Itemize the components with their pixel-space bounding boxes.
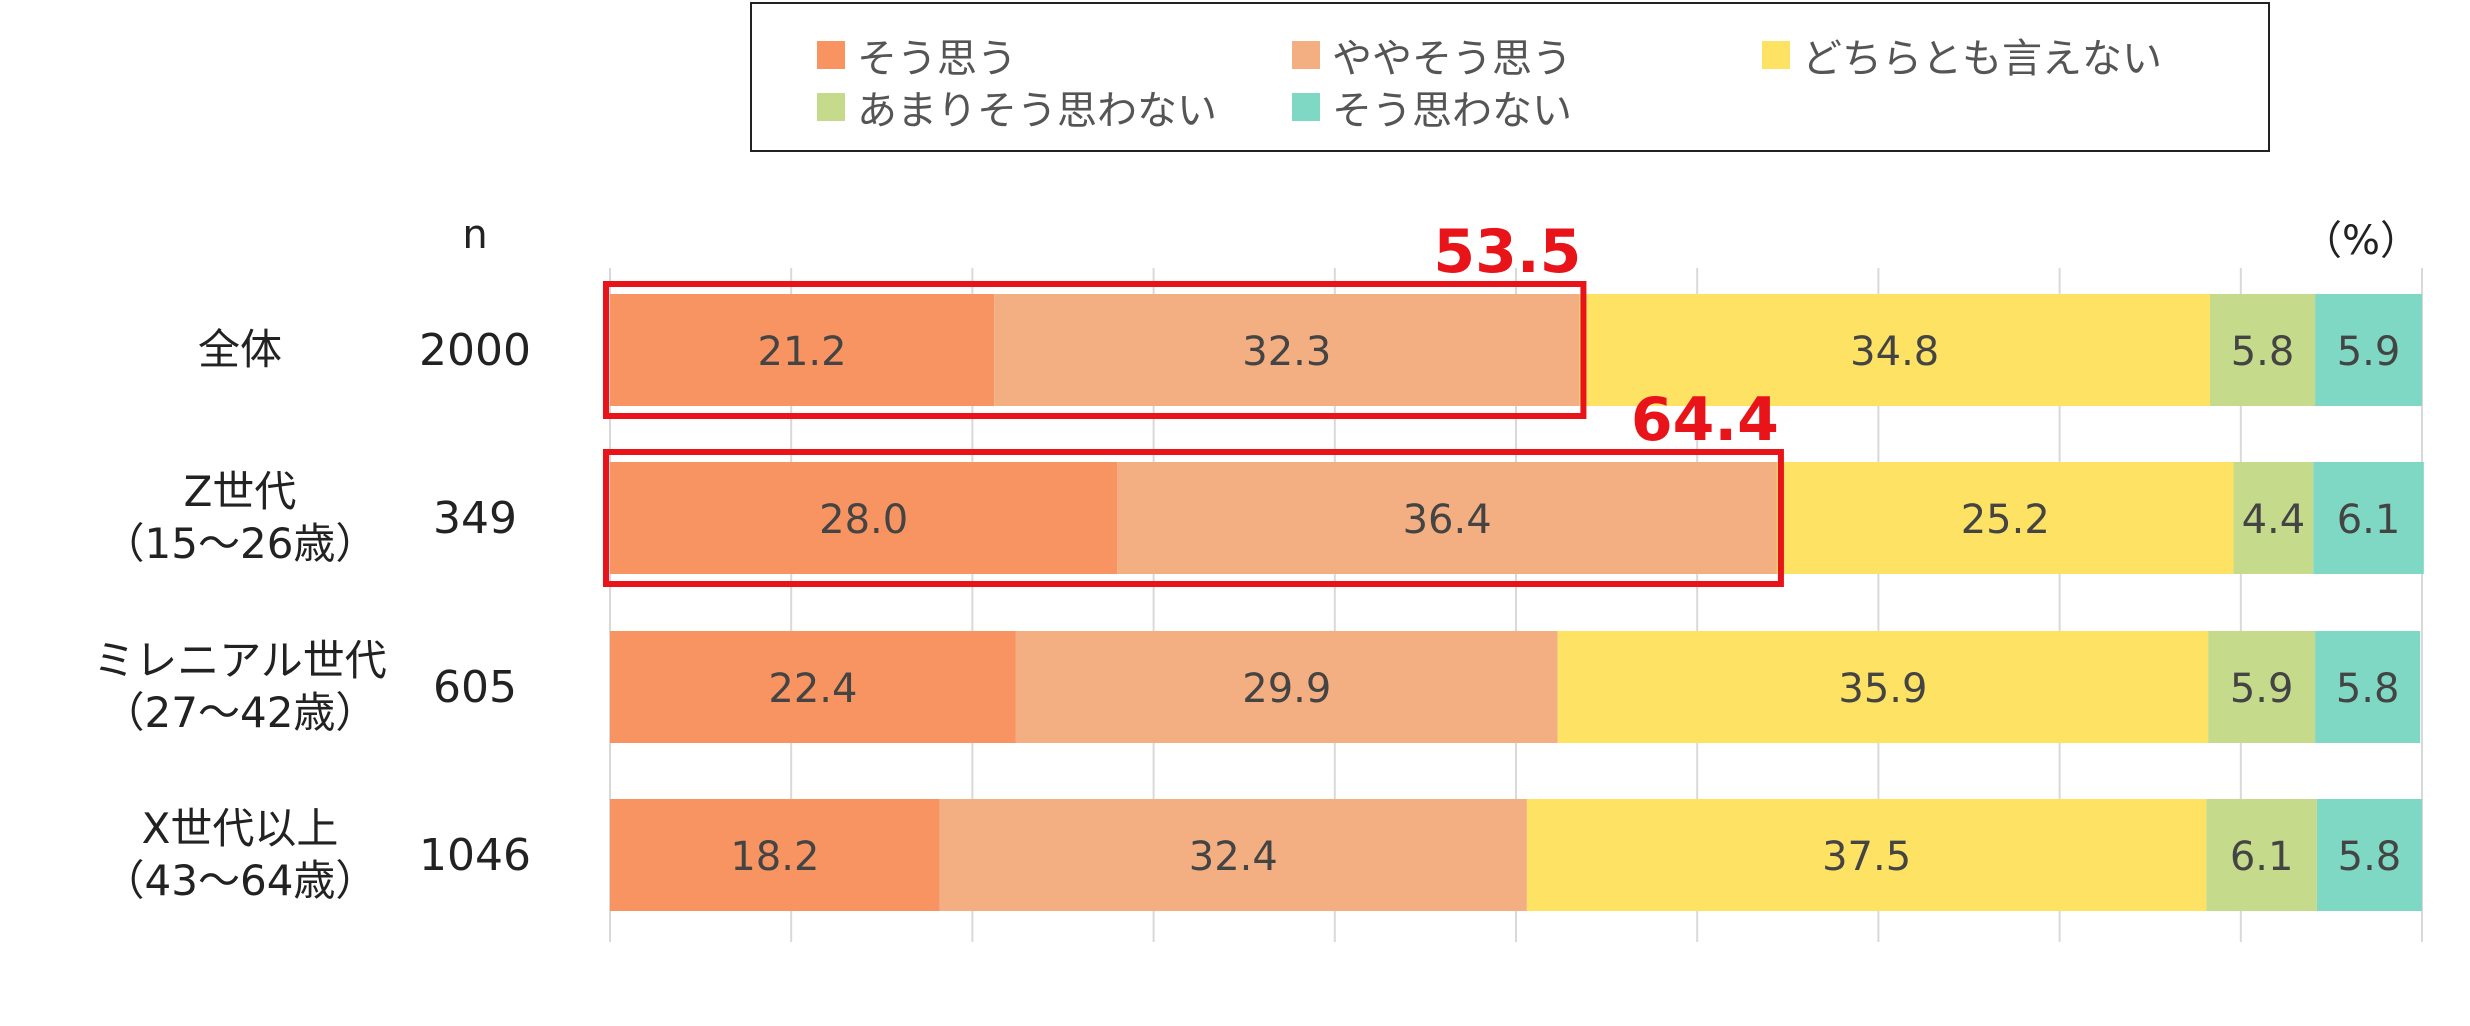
data-label: 28.0 — [819, 497, 908, 543]
n-value: 349 — [433, 493, 517, 544]
legend-item: どちらとも言えない — [1762, 30, 2162, 82]
bar-segment — [1117, 462, 1777, 574]
legend-label: そう思う — [857, 36, 1017, 82]
legend-swatch — [1762, 41, 1790, 69]
bar-segment — [1526, 799, 2207, 911]
data-label: 18.2 — [730, 834, 819, 880]
legend: そう思う ややそう思う どちらとも言えない あまりそう思わない そう思わない — [750, 2, 2270, 152]
bar-segment — [610, 631, 1016, 743]
category-label: （15〜26歳） — [103, 519, 378, 568]
data-label: 4.4 — [2242, 497, 2306, 543]
n-value: 2000 — [419, 325, 531, 376]
legend-swatch — [817, 93, 845, 121]
category-label: （43〜64歳） — [103, 856, 378, 905]
legend-label: あまりそう思わない — [857, 88, 1217, 134]
legend-item: そう思う — [817, 30, 1017, 82]
highlight-box — [603, 281, 1587, 419]
data-label: 5.8 — [2338, 834, 2402, 880]
bar-segment — [2209, 294, 2316, 406]
bar-segment — [2315, 294, 2422, 406]
legend-swatch — [1292, 93, 1320, 121]
legend-item: あまりそう思わない — [817, 82, 1217, 134]
data-label: 21.2 — [758, 329, 847, 375]
category-label: Z世代 — [184, 467, 297, 516]
legend-swatch — [1292, 41, 1320, 69]
annotation-total: 64.4 — [1631, 385, 1779, 455]
annotation-total: 53.5 — [1433, 217, 1581, 287]
data-label: 6.1 — [2230, 834, 2294, 880]
data-label: 37.5 — [1822, 834, 1911, 880]
bar-segment — [939, 799, 1527, 911]
bar-segment — [610, 799, 940, 911]
category-label: X世代以上 — [142, 804, 339, 853]
legend-item: ややそう思う — [1292, 30, 1572, 82]
bar-segment — [2313, 462, 2424, 574]
bar-segment — [610, 462, 1118, 574]
bar-segment — [1776, 462, 2234, 574]
unit-label: （%） — [2302, 218, 2420, 264]
data-label: 5.9 — [2337, 329, 2401, 375]
category-label: （27〜42歳） — [103, 688, 378, 737]
bar-segment — [2208, 631, 2316, 743]
data-label: 35.9 — [1838, 666, 1927, 712]
bar-segment — [610, 294, 995, 406]
data-label: 5.9 — [2230, 666, 2294, 712]
bar-segment — [1579, 294, 2210, 406]
bar-segment — [1557, 631, 2209, 743]
bar-segment — [1015, 631, 1558, 743]
n-value: 605 — [433, 662, 517, 713]
bar-segment — [2316, 799, 2422, 911]
n-header: n — [462, 212, 487, 258]
legend-label: どちらとも言えない — [1802, 36, 2162, 82]
data-label: 5.8 — [2336, 666, 2400, 712]
data-label: 29.9 — [1242, 666, 1331, 712]
data-label: 36.4 — [1403, 497, 1492, 543]
legend-item: そう思わない — [1292, 82, 1572, 134]
bar-segment — [2315, 631, 2421, 743]
category-label: 全体 — [198, 325, 282, 374]
legend-label: ややそう思う — [1332, 36, 1572, 82]
bar-segment — [2206, 799, 2317, 911]
bar-segment — [994, 294, 1580, 406]
data-label: 6.1 — [2337, 497, 2401, 543]
data-label: 32.4 — [1189, 834, 1278, 880]
data-label: 34.8 — [1850, 329, 1939, 375]
legend-label: そう思わない — [1332, 88, 1572, 134]
data-label: 32.3 — [1242, 329, 1331, 375]
legend-swatch — [817, 41, 845, 69]
category-label: ミレニアル世代 — [93, 636, 387, 685]
n-value: 1046 — [419, 830, 531, 881]
data-label: 25.2 — [1961, 497, 2050, 543]
data-label: 5.8 — [2231, 329, 2295, 375]
highlight-box — [603, 449, 1784, 587]
data-label: 22.4 — [768, 666, 857, 712]
bar-segment — [2233, 462, 2314, 574]
